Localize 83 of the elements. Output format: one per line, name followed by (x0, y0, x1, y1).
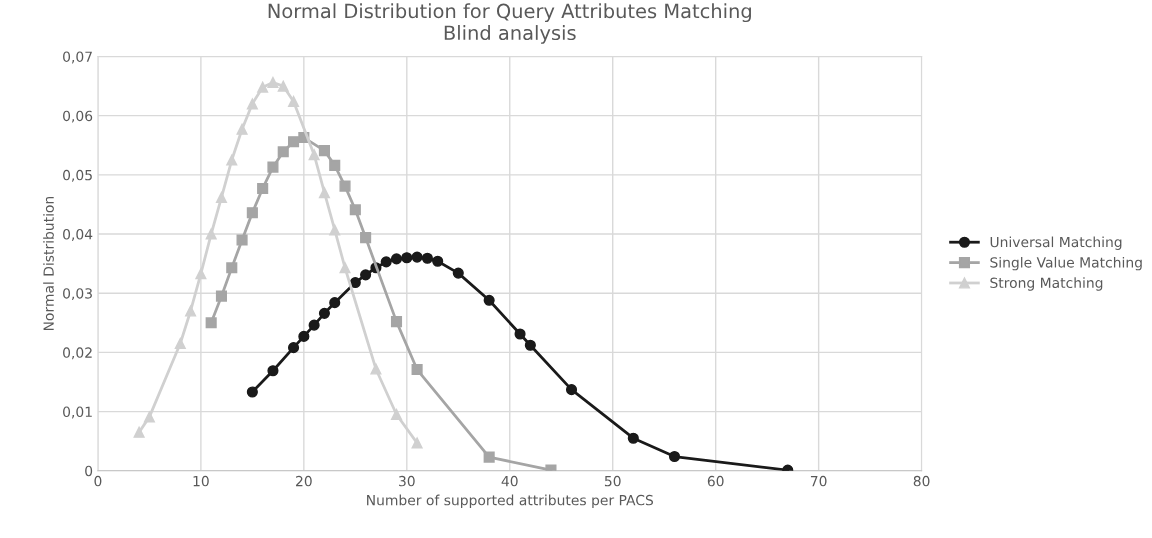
point (267, 161, 279, 173)
y-tick-label: 0,04 (63, 229, 93, 241)
x-tick-label: 80 (913, 475, 930, 487)
y-tick-label: 0,07 (63, 51, 92, 64)
point (246, 207, 258, 219)
y-tick-label: 0,02 (63, 347, 92, 360)
point (287, 136, 300, 148)
point (287, 95, 300, 108)
point (318, 307, 330, 319)
point (565, 384, 578, 396)
point (236, 123, 248, 135)
point (668, 450, 681, 463)
point (411, 251, 423, 263)
chart-title: Normal Distribution for Query Attributes Matching Blind analysis (268, 3, 751, 44)
point (514, 328, 526, 340)
y-tick-label: 0 (85, 465, 93, 477)
point (329, 297, 341, 309)
x-tick-label: 10 (193, 475, 209, 487)
x-tick-label: 60 (707, 475, 724, 487)
x-tick-label: 30 (399, 475, 415, 487)
point (370, 363, 382, 375)
point (267, 365, 279, 377)
point (421, 252, 433, 264)
point (432, 255, 444, 267)
point (360, 269, 372, 281)
point (133, 426, 145, 438)
x-tick-label: 40 (501, 475, 518, 487)
point (483, 294, 495, 306)
point (318, 145, 330, 157)
legend-label: Universal Matching (990, 236, 1122, 250)
point (277, 80, 289, 92)
y-tick-label: 0,06 (63, 110, 93, 123)
point (339, 180, 351, 192)
point (380, 256, 392, 268)
point (246, 98, 258, 110)
point (215, 290, 228, 302)
point (339, 262, 351, 274)
point (390, 253, 403, 265)
point (205, 228, 217, 240)
point (185, 305, 197, 317)
point (257, 182, 269, 195)
point (390, 408, 403, 421)
point (318, 187, 330, 199)
point (329, 224, 341, 236)
point (143, 411, 155, 423)
point (267, 76, 279, 89)
point (226, 262, 238, 274)
x-tick-label: 0 (94, 475, 102, 487)
point (174, 337, 186, 350)
point (277, 146, 289, 158)
point (308, 319, 320, 331)
point (308, 149, 320, 161)
point (390, 316, 403, 328)
point (524, 339, 536, 351)
point (452, 267, 464, 279)
point (205, 317, 217, 329)
legend-label: Strong Matching (990, 277, 1103, 291)
point (360, 232, 372, 244)
point (483, 451, 495, 463)
point (401, 252, 413, 264)
point (349, 204, 361, 216)
point (411, 363, 423, 376)
x-tick-label: 50 (604, 475, 621, 487)
point (215, 191, 228, 203)
point (411, 437, 423, 449)
point (226, 154, 238, 166)
point (349, 277, 361, 289)
point (236, 234, 248, 246)
point (195, 268, 207, 280)
point (287, 342, 300, 354)
x-axis-title: Number of supported attributes per PACS (367, 494, 654, 509)
point (246, 386, 258, 398)
x-tick-label: 70 (810, 475, 827, 487)
point (329, 159, 341, 171)
y-tick-label: 0,01 (63, 406, 92, 419)
y-axis-title: Normal Distribution (43, 196, 54, 331)
point (257, 81, 269, 93)
x-tick-label: 20 (296, 475, 312, 487)
y-tick-label: 0,05 (63, 169, 92, 182)
point (298, 330, 310, 342)
y-tick-label: 0,03 (63, 288, 92, 301)
point (627, 432, 639, 444)
legend-label: Single Value Matching (990, 256, 1142, 271)
